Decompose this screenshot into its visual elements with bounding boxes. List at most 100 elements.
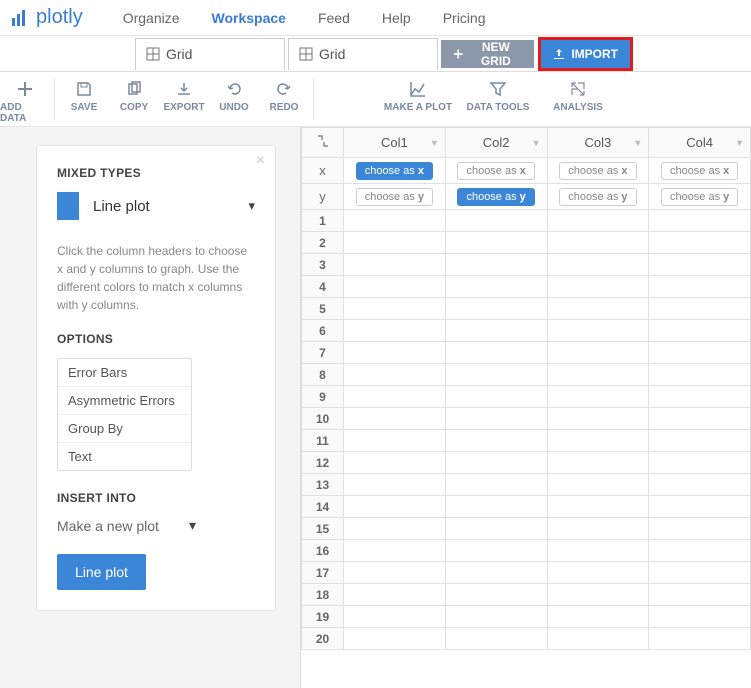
data-cell[interactable] (344, 474, 446, 496)
data-cell[interactable] (649, 518, 751, 540)
data-cell[interactable] (547, 430, 649, 452)
data-cell[interactable] (445, 562, 547, 584)
data-cell[interactable] (344, 342, 446, 364)
row-number[interactable]: 3 (302, 254, 344, 276)
import-button[interactable]: IMPORT (541, 40, 630, 68)
data-cell[interactable] (649, 210, 751, 232)
data-cell[interactable] (344, 386, 446, 408)
data-cell[interactable] (445, 628, 547, 650)
option-text[interactable]: Text (58, 443, 191, 470)
choose-as-x-col1[interactable]: choose as x (356, 162, 433, 180)
data-cell[interactable] (344, 364, 446, 386)
data-cell[interactable] (547, 320, 649, 342)
data-cell[interactable] (547, 298, 649, 320)
data-cell[interactable] (445, 232, 547, 254)
data-cell[interactable] (344, 254, 446, 276)
nav-link-help[interactable]: Help (382, 10, 411, 26)
data-cell[interactable] (547, 452, 649, 474)
col-header-4[interactable]: Col4▼ (649, 128, 751, 158)
data-cell[interactable] (445, 584, 547, 606)
row-number[interactable]: 2 (302, 232, 344, 254)
col-header-2[interactable]: Col2▼ (445, 128, 547, 158)
data-cell[interactable] (344, 276, 446, 298)
data-cell[interactable] (445, 210, 547, 232)
row-number[interactable]: 6 (302, 320, 344, 342)
data-cell[interactable] (547, 342, 649, 364)
data-cell[interactable] (344, 628, 446, 650)
row-number[interactable]: 11 (302, 430, 344, 452)
row-number[interactable]: 14 (302, 496, 344, 518)
data-cell[interactable] (547, 408, 649, 430)
row-number[interactable]: 7 (302, 342, 344, 364)
data-cell[interactable] (445, 496, 547, 518)
corner-cell[interactable] (302, 128, 344, 158)
data-cell[interactable] (445, 540, 547, 562)
data-cell[interactable] (649, 276, 751, 298)
tool-copy[interactable]: COPY (109, 78, 159, 113)
option-group-by[interactable]: Group By (58, 415, 191, 443)
data-cell[interactable] (445, 298, 547, 320)
data-cell[interactable] (445, 254, 547, 276)
data-cell[interactable] (445, 518, 547, 540)
line-plot-button[interactable]: Line plot (57, 554, 146, 590)
data-cell[interactable] (649, 474, 751, 496)
insert-into-select[interactable]: Make a new plot ▾ (57, 517, 255, 534)
data-cell[interactable] (649, 254, 751, 276)
data-cell[interactable] (547, 210, 649, 232)
option-error-bars[interactable]: Error Bars (58, 359, 191, 387)
data-cell[interactable] (649, 584, 751, 606)
nav-link-workspace[interactable]: Workspace (212, 10, 286, 26)
choose-as-y-col2[interactable]: choose as y (457, 188, 534, 206)
data-cell[interactable] (344, 518, 446, 540)
data-cell[interactable] (649, 430, 751, 452)
brand-logo[interactable]: plotly (10, 6, 83, 29)
plot-type-select[interactable]: Line plot ▾ (57, 192, 255, 220)
data-cell[interactable] (547, 386, 649, 408)
data-cell[interactable] (649, 342, 751, 364)
data-cell[interactable] (344, 540, 446, 562)
data-cell[interactable] (445, 452, 547, 474)
data-cell[interactable] (344, 452, 446, 474)
data-cell[interactable] (344, 562, 446, 584)
data-cell[interactable] (445, 276, 547, 298)
new-grid-button[interactable]: NEW GRID (441, 40, 534, 68)
row-number[interactable]: 15 (302, 518, 344, 540)
data-cell[interactable] (344, 320, 446, 342)
tool-analysis[interactable]: ANALYSIS (538, 78, 618, 113)
row-number[interactable]: 8 (302, 364, 344, 386)
tool-data-tools[interactable]: DATA TOOLS (458, 78, 538, 113)
data-cell[interactable] (344, 232, 446, 254)
row-number[interactable]: 12 (302, 452, 344, 474)
data-cell[interactable] (547, 540, 649, 562)
nav-link-pricing[interactable]: Pricing (443, 10, 486, 26)
data-cell[interactable] (547, 584, 649, 606)
data-cell[interactable] (344, 606, 446, 628)
data-cell[interactable] (547, 474, 649, 496)
row-number[interactable]: 9 (302, 386, 344, 408)
data-cell[interactable] (649, 232, 751, 254)
data-cell[interactable] (547, 518, 649, 540)
data-cell[interactable] (547, 606, 649, 628)
data-cell[interactable] (547, 364, 649, 386)
choose-as-y-col4[interactable]: choose as y (661, 188, 738, 206)
tool-add-data[interactable]: ADD DATA (0, 78, 50, 124)
close-icon[interactable]: × (256, 152, 265, 170)
data-cell[interactable] (547, 254, 649, 276)
col-header-3[interactable]: Col3▼ (547, 128, 649, 158)
data-cell[interactable] (344, 408, 446, 430)
row-number[interactable]: 16 (302, 540, 344, 562)
nav-link-organize[interactable]: Organize (123, 10, 180, 26)
nav-link-feed[interactable]: Feed (318, 10, 350, 26)
data-cell[interactable] (649, 496, 751, 518)
option-asymmetric-errors[interactable]: Asymmetric Errors (58, 387, 191, 415)
row-number[interactable]: 17 (302, 562, 344, 584)
choose-as-y-col3[interactable]: choose as y (559, 188, 636, 206)
data-cell[interactable] (547, 232, 649, 254)
tool-undo[interactable]: UNDO (209, 78, 259, 113)
row-number[interactable]: 19 (302, 606, 344, 628)
row-number[interactable]: 13 (302, 474, 344, 496)
col-header-1[interactable]: Col1▼ (344, 128, 446, 158)
row-number[interactable]: 4 (302, 276, 344, 298)
tab-grid-0[interactable]: Grid (135, 38, 285, 70)
data-cell[interactable] (445, 320, 547, 342)
